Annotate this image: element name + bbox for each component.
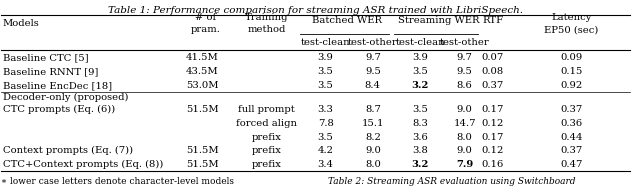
Text: 0.07: 0.07 — [481, 53, 504, 62]
Text: 53.0M: 53.0M — [186, 81, 218, 90]
Text: 3.5: 3.5 — [412, 105, 428, 114]
Text: Table 2: Streaming ASR evaluation using Switchboard: Table 2: Streaming ASR evaluation using … — [328, 177, 575, 186]
Text: 9.5: 9.5 — [457, 67, 473, 76]
Text: 8.4: 8.4 — [365, 81, 381, 90]
Text: Models: Models — [3, 19, 39, 28]
Text: 14.7: 14.7 — [454, 119, 476, 128]
Text: 0.92: 0.92 — [561, 81, 583, 90]
Text: 3.3: 3.3 — [317, 105, 333, 114]
Text: 3.5: 3.5 — [317, 133, 333, 142]
Text: 0.17: 0.17 — [481, 105, 504, 114]
Text: EP50 (sec): EP50 (sec) — [545, 25, 599, 34]
Text: 9.7: 9.7 — [457, 53, 473, 62]
Text: Baseline CTC [5]: Baseline CTC [5] — [3, 53, 88, 62]
Text: full prompt: full prompt — [239, 105, 295, 114]
Text: Batched WER: Batched WER — [312, 16, 381, 25]
Text: 3.9: 3.9 — [317, 53, 333, 62]
Text: method: method — [247, 25, 285, 34]
Text: 8.0: 8.0 — [365, 160, 381, 169]
Text: Table 1: Performance comparison for streaming ASR trained with LibriSpeech.: Table 1: Performance comparison for stre… — [108, 6, 523, 15]
Text: 0.15: 0.15 — [561, 67, 583, 76]
Text: prefix: prefix — [252, 133, 282, 142]
Text: 3.5: 3.5 — [317, 67, 333, 76]
Text: # of: # of — [195, 13, 216, 22]
Text: 4.2: 4.2 — [317, 146, 333, 155]
Text: 51.5M: 51.5M — [186, 146, 218, 155]
Text: ∗ lower case letters denote character-level models: ∗ lower case letters denote character-le… — [1, 177, 234, 186]
Text: test-other: test-other — [440, 38, 490, 47]
Text: 8.7: 8.7 — [365, 105, 381, 114]
Text: 9.7: 9.7 — [365, 53, 381, 62]
Text: 3.8: 3.8 — [412, 146, 428, 155]
Text: prefix: prefix — [252, 160, 282, 169]
Text: 0.47: 0.47 — [561, 160, 583, 169]
Text: test-clean: test-clean — [301, 38, 351, 47]
Text: 51.5M: 51.5M — [186, 105, 218, 114]
Text: 0.36: 0.36 — [561, 119, 583, 128]
Text: test-other: test-other — [348, 38, 397, 47]
Text: Baseline EncDec [18]: Baseline EncDec [18] — [3, 81, 112, 90]
Text: 9.0: 9.0 — [365, 146, 381, 155]
Text: 0.37: 0.37 — [561, 105, 583, 114]
Text: Latency: Latency — [552, 13, 592, 22]
Text: prefix: prefix — [252, 146, 282, 155]
Text: 7.9: 7.9 — [456, 160, 474, 169]
Text: 0.44: 0.44 — [561, 133, 583, 142]
Text: 8.3: 8.3 — [412, 119, 428, 128]
Text: 0.37: 0.37 — [561, 146, 583, 155]
Text: 0.12: 0.12 — [481, 146, 504, 155]
Text: 0.16: 0.16 — [481, 160, 504, 169]
Text: 8.2: 8.2 — [365, 133, 381, 142]
Text: 15.1: 15.1 — [362, 119, 384, 128]
Text: 8.6: 8.6 — [457, 81, 472, 90]
Text: 3.6: 3.6 — [412, 133, 428, 142]
Text: Streaming WER: Streaming WER — [398, 16, 479, 25]
Text: 0.09: 0.09 — [561, 53, 583, 62]
Text: CTC+Context prompts (Eq. (8)): CTC+Context prompts (Eq. (8)) — [3, 160, 163, 169]
Text: 0.37: 0.37 — [481, 81, 504, 90]
Text: 0.17: 0.17 — [481, 133, 504, 142]
Text: 9.0: 9.0 — [457, 146, 473, 155]
Text: Baseline RNNT [9]: Baseline RNNT [9] — [3, 67, 98, 76]
Text: 3.2: 3.2 — [412, 81, 429, 90]
Text: 41.5M: 41.5M — [186, 53, 218, 62]
Text: 8.0: 8.0 — [457, 133, 473, 142]
Text: 3.2: 3.2 — [412, 160, 429, 169]
Text: Context prompts (Eq. (7)): Context prompts (Eq. (7)) — [3, 146, 132, 155]
Text: forced align: forced align — [236, 119, 298, 128]
Text: 0.12: 0.12 — [481, 119, 504, 128]
Text: 9.0: 9.0 — [457, 105, 473, 114]
Text: CTC prompts (Eq. (6)): CTC prompts (Eq. (6)) — [3, 105, 115, 114]
Text: 7.8: 7.8 — [317, 119, 333, 128]
Text: Decoder-only (proposed): Decoder-only (proposed) — [3, 93, 128, 102]
Text: 3.4: 3.4 — [317, 160, 333, 169]
Text: 43.5M: 43.5M — [186, 67, 218, 76]
Text: 3.5: 3.5 — [317, 81, 333, 90]
Text: Training: Training — [244, 13, 288, 22]
Text: 9.5: 9.5 — [365, 67, 381, 76]
Text: test-clean: test-clean — [396, 38, 445, 47]
Text: pram.: pram. — [190, 25, 220, 34]
Text: 0.08: 0.08 — [481, 67, 504, 76]
Text: 3.5: 3.5 — [412, 67, 428, 76]
Text: 51.5M: 51.5M — [186, 160, 218, 169]
Text: RTF: RTF — [482, 16, 503, 25]
Text: 3.9: 3.9 — [412, 53, 428, 62]
